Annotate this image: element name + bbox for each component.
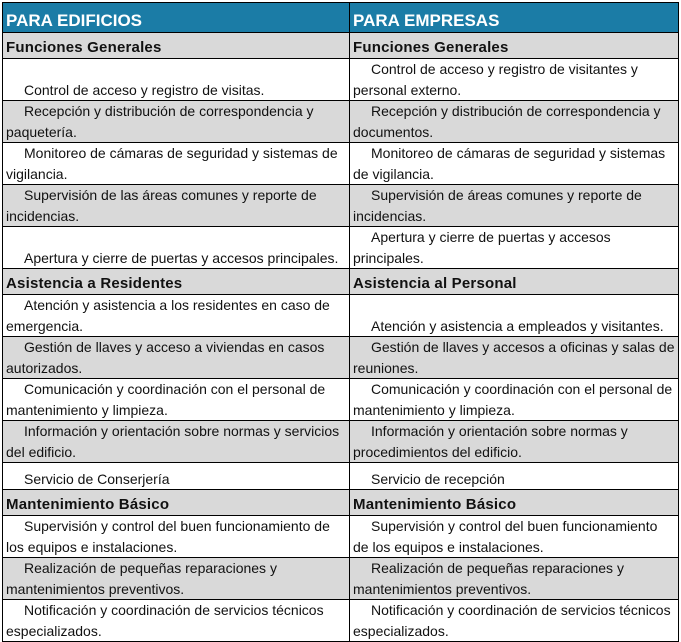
cell-empresas: Supervisión y control del buen funcionam… [349, 515, 679, 558]
cell-edificios: Gestión de llaves y acceso a viviendas e… [2, 336, 350, 379]
table-row: Notificación y coordinación de servicios… [2, 599, 679, 642]
cell-edificios: Supervisión de las áreas comunes y repor… [2, 184, 350, 227]
table-row: Servicio de Conserjería Servicio de recep… [2, 462, 679, 490]
cell-empresas: Monitoreo de cámaras de seguridad y sist… [349, 142, 679, 185]
cell-edificios: Supervisión y control del buen funcionam… [2, 515, 350, 558]
cell-empresas: Apertura y cierre de puertas y accesos p… [349, 226, 679, 269]
table-row: Gestión de llaves y acceso a viviendas e… [2, 336, 679, 379]
section-row: Funciones Generales Funciones Generales [2, 32, 679, 59]
section-title-empresas: Funciones Generales [349, 32, 679, 59]
cell-edificios: Monitoreo de cámaras de seguridad y sist… [2, 142, 350, 185]
cell-edificios: Información y orientación sobre normas y… [2, 420, 350, 463]
table-row: Apertura y cierre de puertas y accesos p… [2, 226, 679, 269]
cell-empresas: Control de acceso y registro de visitant… [349, 58, 679, 101]
cell-empresas: Servicio de recepción [349, 462, 679, 490]
table-row: Recepción y distribución de corresponden… [2, 100, 679, 143]
section-title-edificios: Funciones Generales [2, 32, 350, 59]
cell-empresas: Notificación y coordinación de servicios… [349, 599, 679, 642]
table-row: Atención y asistencia a los residentes e… [2, 294, 679, 337]
cell-empresas: Información y orientación sobre normas y… [349, 420, 679, 463]
section-row: Asistencia a Residentes Asistencia al Per… [2, 268, 679, 295]
header-empresas: PARA EMPRESAS [349, 2, 679, 33]
section-row: Mantenimiento Básico Mantenimiento Básico [2, 489, 679, 516]
table-row: Información y orientación sobre normas y… [2, 420, 679, 463]
table-row: Comunicación y coordinación con el perso… [2, 378, 679, 421]
cell-edificios: Atención y asistencia a los residentes e… [2, 294, 350, 337]
cell-edificios: Comunicación y coordinación con el perso… [2, 378, 350, 421]
table-row: Control de acceso y registro de visitas.… [2, 58, 679, 101]
section-title-empresas: Mantenimiento Básico [349, 489, 679, 516]
header-edificios: PARA EDIFICIOS [2, 2, 350, 33]
cell-edificios: Notificación y coordinación de servicios… [2, 599, 350, 642]
section-title-empresas: Asistencia al Personal [349, 268, 679, 295]
section-title-edificios: Mantenimiento Básico [2, 489, 350, 516]
cell-empresas: Comunicación y coordinación con el perso… [349, 378, 679, 421]
cell-edificios: Servicio de Conserjería [2, 462, 350, 490]
table-row: Realización de pequeñas reparaciones y m… [2, 557, 679, 600]
cell-empresas: Gestión de llaves y accesos a oficinas y… [349, 336, 679, 379]
table-row: Monitoreo de cámaras de seguridad y sist… [2, 142, 679, 185]
cell-edificios: Recepción y distribución de corresponden… [2, 100, 350, 143]
header-row: PARA EDIFICIOS PARA EMPRESAS [2, 2, 679, 33]
cell-empresas: Supervisión de áreas comunes y reporte d… [349, 184, 679, 227]
cell-edificios: Control de acceso y registro de visitas. [2, 58, 350, 101]
table-row: Supervisión de las áreas comunes y repor… [2, 184, 679, 227]
cell-empresas: Recepción y distribución de corresponden… [349, 100, 679, 143]
cell-edificios: Realización de pequeñas reparaciones y m… [2, 557, 350, 600]
table-row: Supervisión y control del buen funcionam… [2, 515, 679, 558]
cell-empresas: Realización de pequeñas reparaciones y m… [349, 557, 679, 600]
cell-empresas: Atención y asistencia a empleados y visi… [349, 294, 679, 337]
cell-edificios: Apertura y cierre de puertas y accesos p… [2, 226, 350, 269]
section-title-edificios: Asistencia a Residentes [2, 268, 350, 295]
